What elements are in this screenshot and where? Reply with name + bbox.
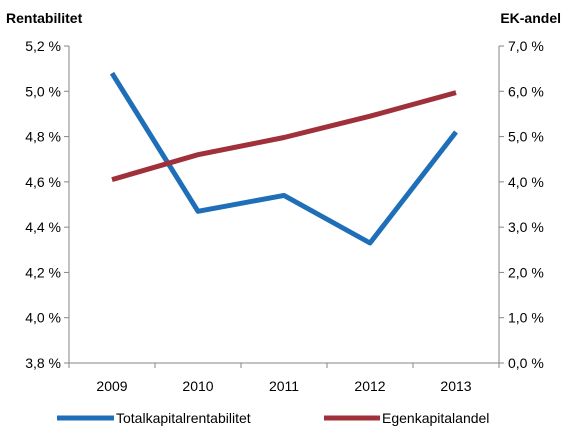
legend-label-1: Egenkapitalandel — [382, 410, 489, 426]
left-tick-label: 4,4 % — [25, 219, 61, 235]
right-tick-label: 7,0 % — [508, 38, 544, 54]
axes — [68, 46, 500, 364]
x-tick-label: 2011 — [269, 378, 299, 394]
legend: Totalkapitalrentabilitet Egenkapitalandel — [57, 410, 489, 426]
x-tick-label: 2010 — [182, 378, 213, 394]
right-tick-label: 2,0 % — [508, 264, 544, 280]
right-tick-label: 5,0 % — [508, 129, 544, 145]
x-tick-label: 2009 — [96, 378, 127, 394]
right-axis-title: EK-andel — [500, 10, 561, 26]
left-axis-title: Rentabilitet — [6, 10, 83, 26]
left-tick-label: 4,0 % — [25, 310, 61, 326]
left-tick-label: 4,2 % — [25, 264, 61, 280]
left-tick-label: 4,8 % — [25, 129, 61, 145]
series-line-0 — [109, 71, 458, 246]
left-axis-ticks: 3,8 % 4,0 % 4,2 % 4,4 % 4,6 % 4,8 % 5,0 % 5,2 % — [25, 38, 69, 371]
right-tick-label: 0,0 % — [508, 355, 544, 371]
left-tick-label: 3,8 % — [25, 355, 61, 371]
legend-label-0: Totalkapitalrentabilitet — [116, 410, 251, 426]
x-tick-label: 2013 — [440, 378, 471, 394]
right-tick-label: 3,0 % — [508, 219, 544, 235]
right-tick-label: 1,0 % — [508, 310, 544, 326]
right-tick-label: 6,0 % — [508, 83, 544, 99]
x-axis-ticks: 2009 2010 2011 2012 2013 — [68, 363, 500, 394]
left-tick-label: 5,0 % — [25, 83, 61, 99]
right-axis-ticks: 0,0 % 1,0 % 2,0 % 3,0 % 4,0 % 5,0 % 6,0 % 7,0 % — [499, 38, 544, 371]
series-layer — [109, 71, 458, 246]
x-tick-label: 2012 — [354, 378, 385, 394]
series-line-1 — [111, 90, 457, 183]
left-tick-label: 5,2 % — [25, 38, 61, 54]
right-tick-label: 4,0 % — [508, 174, 544, 190]
left-tick-label: 4,6 % — [25, 174, 61, 190]
